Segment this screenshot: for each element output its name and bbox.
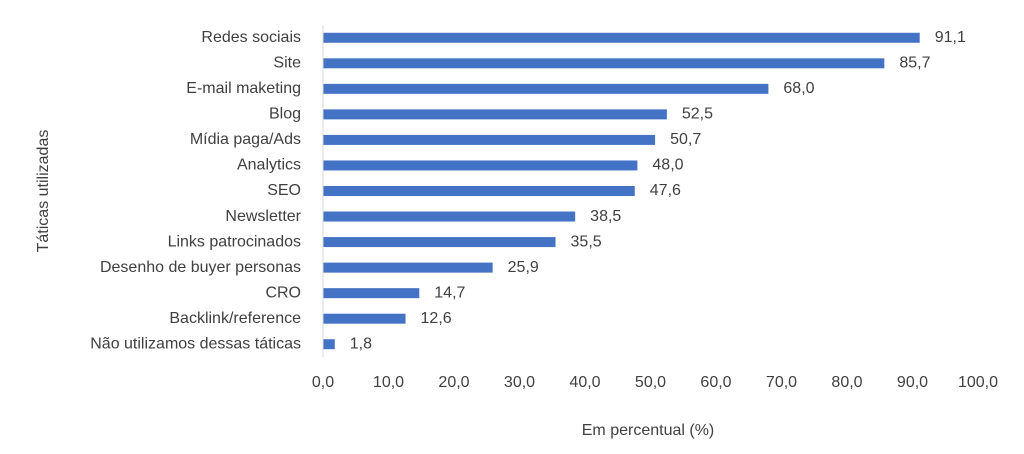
bar	[323, 160, 638, 171]
x-tick-label: 70,0	[766, 374, 797, 391]
x-tick-label: 60,0	[700, 374, 731, 391]
category-label: Blog	[269, 106, 301, 123]
category-labels: Redes sociais Site E-mail maketing Blog Mídi…	[90, 29, 301, 352]
category-label: Links patrocinados	[168, 233, 301, 250]
category-label: Newsletter	[225, 208, 301, 225]
category-label: Backlink/reference	[169, 310, 301, 327]
x-tick-label: 40,0	[569, 374, 600, 391]
value-label: 25,9	[508, 259, 539, 276]
x-tick-label: 10,0	[373, 374, 404, 391]
bar	[323, 186, 635, 196]
x-tick-label: 20,0	[438, 374, 469, 391]
value-label: 68,0	[783, 80, 814, 97]
category-label: Não utilizamos dessas táticas	[90, 335, 301, 352]
value-label: 85,7	[899, 55, 930, 72]
value-label: 35,5	[571, 233, 602, 250]
category-label: Desenho de buyer personas	[100, 259, 301, 276]
value-labels: 91,1 85,7 68,0 52,5 50,7 48,0 47,6 38,5 35,5 25,9…	[350, 29, 966, 352]
category-label: Mídia paga/Ads	[190, 131, 301, 148]
bar	[323, 134, 656, 145]
category-label: E-mail maketing	[186, 80, 301, 97]
category-label: Site	[273, 55, 301, 72]
x-tick-label: 100,0	[958, 374, 998, 391]
value-label: 47,6	[650, 182, 681, 199]
bar	[323, 339, 335, 350]
category-label: Redes sociais	[201, 29, 301, 46]
bar	[323, 211, 576, 222]
bar	[323, 262, 493, 273]
value-label: 52,5	[682, 106, 713, 123]
value-label: 91,1	[935, 29, 966, 46]
x-tick-label: 80,0	[831, 374, 862, 391]
value-label: 1,8	[350, 335, 372, 352]
x-tick-label: 90,0	[897, 374, 928, 391]
x-tick-label: 50,0	[635, 374, 666, 391]
category-label: Analytics	[237, 157, 301, 174]
value-label: 14,7	[434, 284, 465, 301]
bars-group	[323, 32, 920, 350]
category-label: CRO	[265, 284, 301, 301]
value-label: 48,0	[652, 157, 683, 174]
bar	[323, 58, 885, 69]
y-axis-title: Táticas utilizadas	[35, 130, 52, 253]
x-axis-title: Em percentual (%)	[582, 422, 715, 439]
bar	[323, 32, 920, 43]
x-tick-label: 30,0	[504, 374, 535, 391]
bar	[323, 237, 556, 248]
bar	[323, 288, 420, 299]
value-label: 38,5	[590, 208, 621, 225]
x-tick-label: 0,0	[312, 374, 334, 391]
value-label: 50,7	[670, 131, 701, 148]
bar	[323, 109, 667, 120]
x-tick-labels: 0,0 10,0 20,0 30,0 40,0 50,0 60,0 70,0 80,0 90,0 1…	[312, 374, 998, 391]
category-label: SEO	[267, 182, 301, 199]
bar	[323, 313, 406, 324]
value-label: 12,6	[421, 310, 452, 327]
bar	[323, 83, 769, 94]
